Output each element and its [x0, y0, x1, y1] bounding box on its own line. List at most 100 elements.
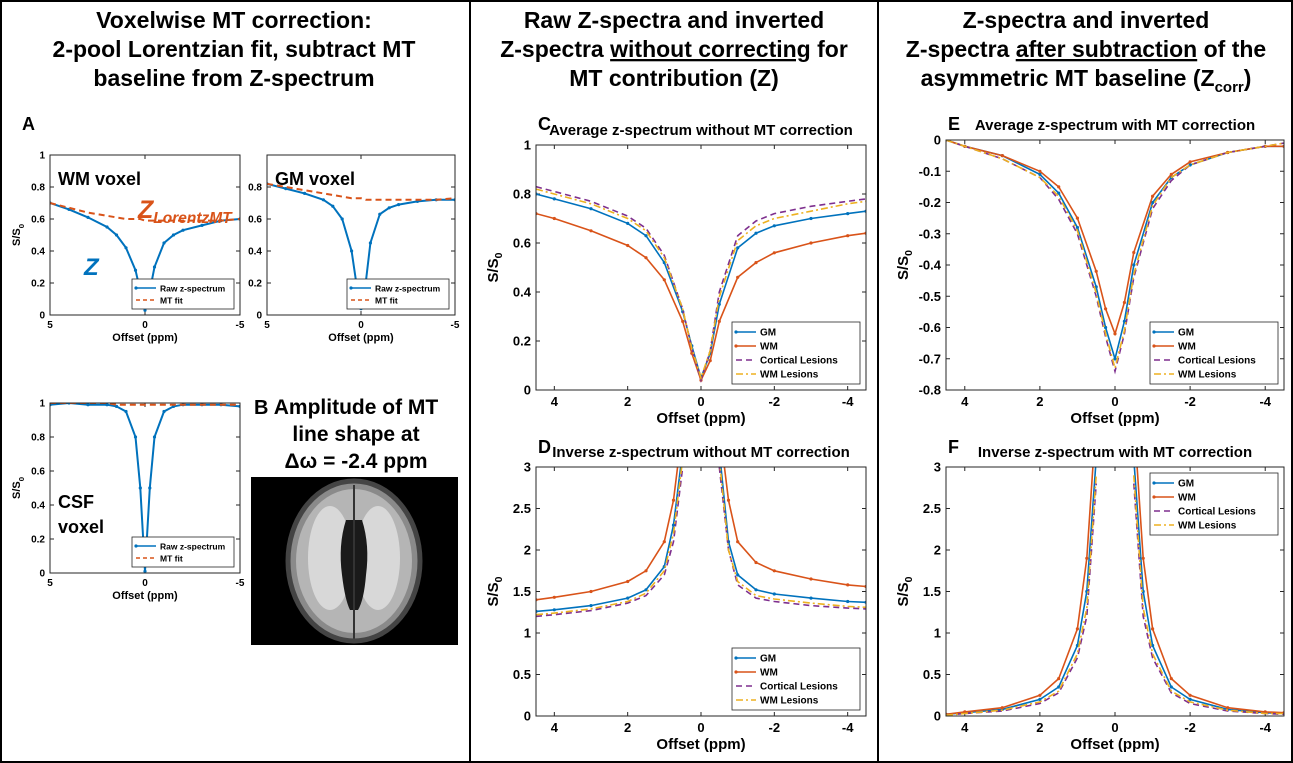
legend-label: Raw z-spectrum — [160, 542, 226, 552]
y-tick-label: 0.4 — [31, 501, 45, 512]
x-axis-label: Offset (ppm) — [112, 590, 178, 602]
y-tick-label: 0.8 — [513, 187, 531, 202]
x-tick-label: 5 — [47, 320, 53, 331]
y-tick-label: 2.5 — [513, 501, 531, 516]
y-tick-label: -0.4 — [919, 258, 942, 273]
x-tick-label: 2 — [1036, 394, 1043, 409]
x-axis-label: Offset (ppm) — [112, 332, 178, 344]
y-tick-label: 3 — [524, 460, 531, 475]
column-title: 2-pool Lorentzian fit, subtract MT — [53, 36, 416, 62]
y-axis-label-text: S/S — [11, 481, 23, 499]
column-title: baseline from Z-spectrum — [93, 65, 374, 91]
legend-label: MT fit — [160, 554, 183, 564]
y-tick-label: 0.6 — [31, 467, 45, 478]
x-axis-label: Offset (ppm) — [656, 736, 745, 753]
x-tick-label: 4 — [961, 394, 969, 409]
legend-label: WM — [760, 342, 778, 353]
panel-label: F — [948, 437, 959, 457]
x-axis-label: Offset (ppm) — [1070, 736, 1159, 753]
x-tick-label: 2 — [624, 720, 631, 735]
chart-title: Inverse z-spectrum with MT correction — [978, 444, 1252, 461]
y-axis-label-sub: 0 — [17, 224, 26, 228]
x-tick-label: -4 — [1259, 720, 1271, 735]
y-tick-label: 0 — [524, 383, 531, 398]
brain-image — [251, 477, 458, 645]
legend-label: GM — [760, 328, 776, 339]
y-tick-label: 1 — [524, 626, 531, 641]
legend-label: WM — [1178, 493, 1196, 504]
y-tick-label: 3 — [934, 460, 941, 475]
y-axis-label-text: S/S — [485, 258, 502, 282]
panel-label: E — [948, 114, 960, 134]
legend-label: Cortical Lesions — [1178, 507, 1256, 518]
column-title: MT contribution (Z) — [569, 65, 779, 91]
x-axis-label: Offset (ppm) — [1070, 410, 1159, 427]
y-tick-label: 0.4 — [248, 247, 262, 258]
y-tick-label: 0 — [39, 569, 45, 580]
x-tick-label: 2 — [624, 394, 631, 409]
panel-label: D — [538, 437, 551, 457]
legend-label: WM Lesions — [760, 370, 819, 381]
annotation-text: Z — [83, 254, 100, 281]
y-tick-label: 0.6 — [248, 215, 262, 226]
title-text: baseline from Z-spectrum — [93, 65, 374, 91]
column-title: Raw Z-spectra and inverted — [524, 7, 824, 33]
x-tick-label: 0 — [358, 320, 364, 331]
y-tick-label: 1.5 — [513, 584, 531, 599]
legend-label: Cortical Lesions — [760, 356, 838, 367]
chart-title: Inverse z-spectrum without MT correction — [552, 444, 850, 461]
x-axis-label: Offset (ppm) — [656, 410, 745, 427]
title-text: of the — [1197, 36, 1266, 62]
x-tick-label: -2 — [1184, 720, 1196, 735]
x-tick-label: 0 — [697, 720, 704, 735]
legend-label: WM Lesions — [1178, 521, 1237, 532]
x-tick-label: 4 — [961, 720, 969, 735]
image-title: Amplitude of MT — [274, 396, 439, 419]
x-tick-label: 5 — [264, 320, 270, 331]
x-tick-label: 0 — [142, 578, 148, 589]
legend-label: WM Lesions — [760, 696, 819, 707]
y-tick-label: 0.2 — [31, 535, 45, 546]
y-tick-label: 0.2 — [513, 334, 531, 349]
x-tick-label: -2 — [769, 720, 781, 735]
annotation: Z — [83, 254, 100, 281]
legend-label: Cortical Lesions — [760, 682, 838, 693]
y-axis-label-text: S/S — [11, 228, 23, 246]
legend-label: WM — [760, 668, 778, 679]
y-axis-label-sub: 0 — [903, 576, 915, 582]
y-tick-label: 0.2 — [248, 279, 262, 290]
y-axis-label-text: S/S — [895, 256, 912, 280]
y-tick-label: -0.6 — [919, 320, 941, 335]
column-title: Z-spectra without correcting for — [500, 36, 848, 62]
panel-label: C — [538, 114, 551, 134]
annotation-text: WM voxel — [58, 169, 141, 189]
x-tick-label: -4 — [842, 394, 854, 409]
annotation-text: voxel — [58, 517, 104, 537]
y-axis-label-sub: 0 — [493, 576, 505, 582]
y-tick-label: -0.7 — [919, 351, 941, 366]
y-tick-label: 0 — [256, 311, 262, 322]
legend-label: WM — [1178, 342, 1196, 353]
x-tick-label: 2 — [1036, 720, 1043, 735]
x-tick-label: 0 — [697, 394, 704, 409]
x-tick-label: -4 — [1259, 394, 1271, 409]
y-axis-label-text: S/S — [485, 582, 502, 606]
y-tick-label: 1.5 — [923, 584, 941, 599]
y-tick-label: 1 — [934, 626, 941, 641]
legend-label: Cortical Lesions — [1178, 356, 1256, 367]
y-tick-label: 0.6 — [31, 215, 45, 226]
x-tick-label: 4 — [551, 394, 559, 409]
panel-label: B — [254, 397, 268, 419]
y-tick-label: 0 — [39, 311, 45, 322]
y-tick-label: -0.5 — [919, 289, 941, 304]
title-text: Voxelwise MT correction: — [96, 7, 372, 33]
x-axis-label: Offset (ppm) — [328, 332, 394, 344]
x-tick-label: -5 — [451, 320, 460, 331]
figure: Voxelwise MT correction: 2-pool Lorentzia… — [0, 0, 1293, 763]
y-tick-label: -0.1 — [919, 164, 941, 179]
title-text: after subtraction — [1016, 36, 1197, 62]
y-tick-label: 2.5 — [923, 501, 941, 516]
legend-label: Raw z-spectrum — [375, 284, 441, 294]
y-axis-label-sub: 0 — [493, 252, 505, 258]
y-axis-label-sub: 0 — [17, 477, 26, 481]
